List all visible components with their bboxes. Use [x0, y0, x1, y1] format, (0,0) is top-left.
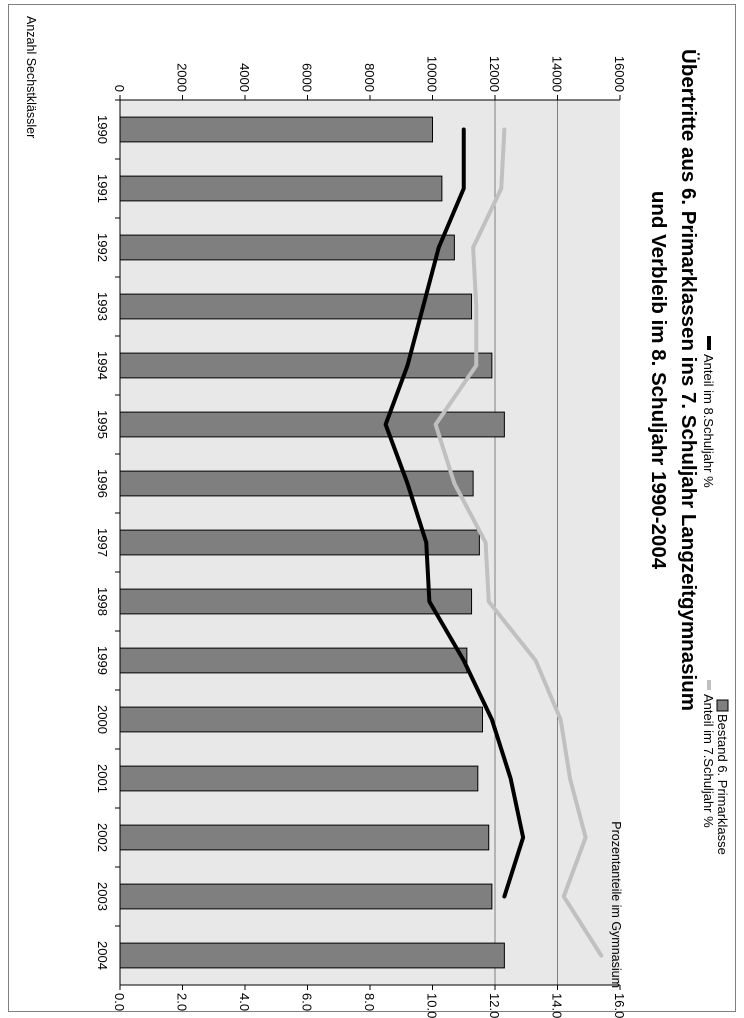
bar-1995 — [119, 411, 505, 438]
left-tick-label: 12000 — [487, 56, 502, 92]
right-tick-label: 16.0 — [612, 993, 627, 1018]
legend-swatch-bars — [716, 699, 729, 712]
right-axis-label: Prozentanteile im Gymnasium — [609, 821, 623, 988]
left-tick-label: 14000 — [550, 56, 565, 92]
right-tick-label: 10.0 — [425, 993, 440, 1018]
left-axis-ticks: 0 2000 4000 6000 8000 10000 12000 14000 16000 — [112, 56, 627, 100]
legend-label-7th: Anteil im 7.Schuljahr % — [701, 694, 716, 828]
x-tick-label: 1998 — [95, 587, 110, 616]
bar-2004 — [119, 942, 505, 969]
left-tick-label: 16000 — [612, 56, 627, 92]
x-tick-label: 2001 — [95, 764, 110, 793]
line-series — [383, 127, 604, 958]
bar-2002 — [119, 824, 490, 851]
chart-title-line-2: und Verbleib im 8. Schuljahr 1990-2004 — [647, 191, 670, 570]
x-tick-label: 1992 — [95, 233, 110, 262]
right-tick-label: 2.0 — [175, 993, 190, 1011]
bar-series — [119, 116, 505, 969]
bar-2003 — [119, 883, 493, 910]
right-tick-label: 12.0 — [487, 993, 502, 1018]
x-tick-label: 1999 — [95, 646, 110, 675]
x-tick-label: 2004 — [95, 941, 110, 970]
legend-label-8th: Anteil im 8.Schuljahr % — [701, 354, 716, 488]
x-tick-label: 1993 — [95, 292, 110, 321]
x-tick-label: 1997 — [95, 528, 110, 557]
bar-1991 — [119, 175, 443, 202]
left-tick-label: 10000 — [425, 56, 440, 92]
bar-2001 — [119, 765, 479, 792]
chart-frame — [8, 4, 736, 1012]
x-axis-ticks: 1990 1991 1992 1993 1994 1995 1996 1997 1998 1999… — [95, 99, 120, 970]
left-tick-label: 6000 — [300, 63, 315, 92]
bar-2000 — [119, 706, 483, 733]
left-axis-label: Anzahl Sechstklässler — [24, 16, 38, 138]
x-tick-label: 1994 — [95, 351, 110, 380]
gridlines — [494, 100, 558, 985]
left-tick-label: 8000 — [362, 63, 377, 92]
x-tick-label: 2003 — [95, 882, 110, 911]
chart-title-line-1: Übertritte aus 6. Primarklassen ins 7. S… — [677, 49, 700, 711]
right-tick-label: 6.0 — [300, 993, 315, 1011]
right-tick-label: 14.0 — [550, 993, 565, 1018]
x-tick-label: 1990 — [95, 115, 110, 144]
x-tick-label: 2000 — [95, 705, 110, 734]
bar-1998 — [119, 588, 473, 615]
right-axis-ticks: 0.0 2.0 4.0 6.0 8.0 10.0 12.0 14.0 16.0 — [112, 985, 627, 1018]
x-tick-label: 1991 — [95, 174, 110, 203]
line-8th-grade — [383, 127, 526, 899]
x-tick-label: 1996 — [95, 469, 110, 498]
right-tick-label: 4.0 — [237, 993, 252, 1011]
x-tick-label: 2002 — [95, 823, 110, 852]
right-tick-label: 8.0 — [362, 993, 377, 1011]
bar-1992 — [119, 234, 455, 261]
line-7th-grade — [433, 127, 604, 958]
right-tick-label: 0.0 — [112, 993, 127, 1011]
bar-1990 — [119, 116, 433, 143]
x-tick-label: 1995 — [95, 410, 110, 439]
left-tick-label: 4000 — [237, 63, 252, 92]
legend: Bestand 6. Primarklasse Anteil im 7.Schu… — [701, 336, 730, 855]
bar-1994 — [119, 352, 493, 379]
bar-1999 — [119, 647, 468, 674]
bar-1996 — [119, 470, 474, 497]
left-tick-label: 2000 — [175, 63, 190, 92]
left-tick-label: 0 — [112, 85, 127, 92]
legend-label-bars: Bestand 6. Primarklasse — [715, 714, 730, 855]
